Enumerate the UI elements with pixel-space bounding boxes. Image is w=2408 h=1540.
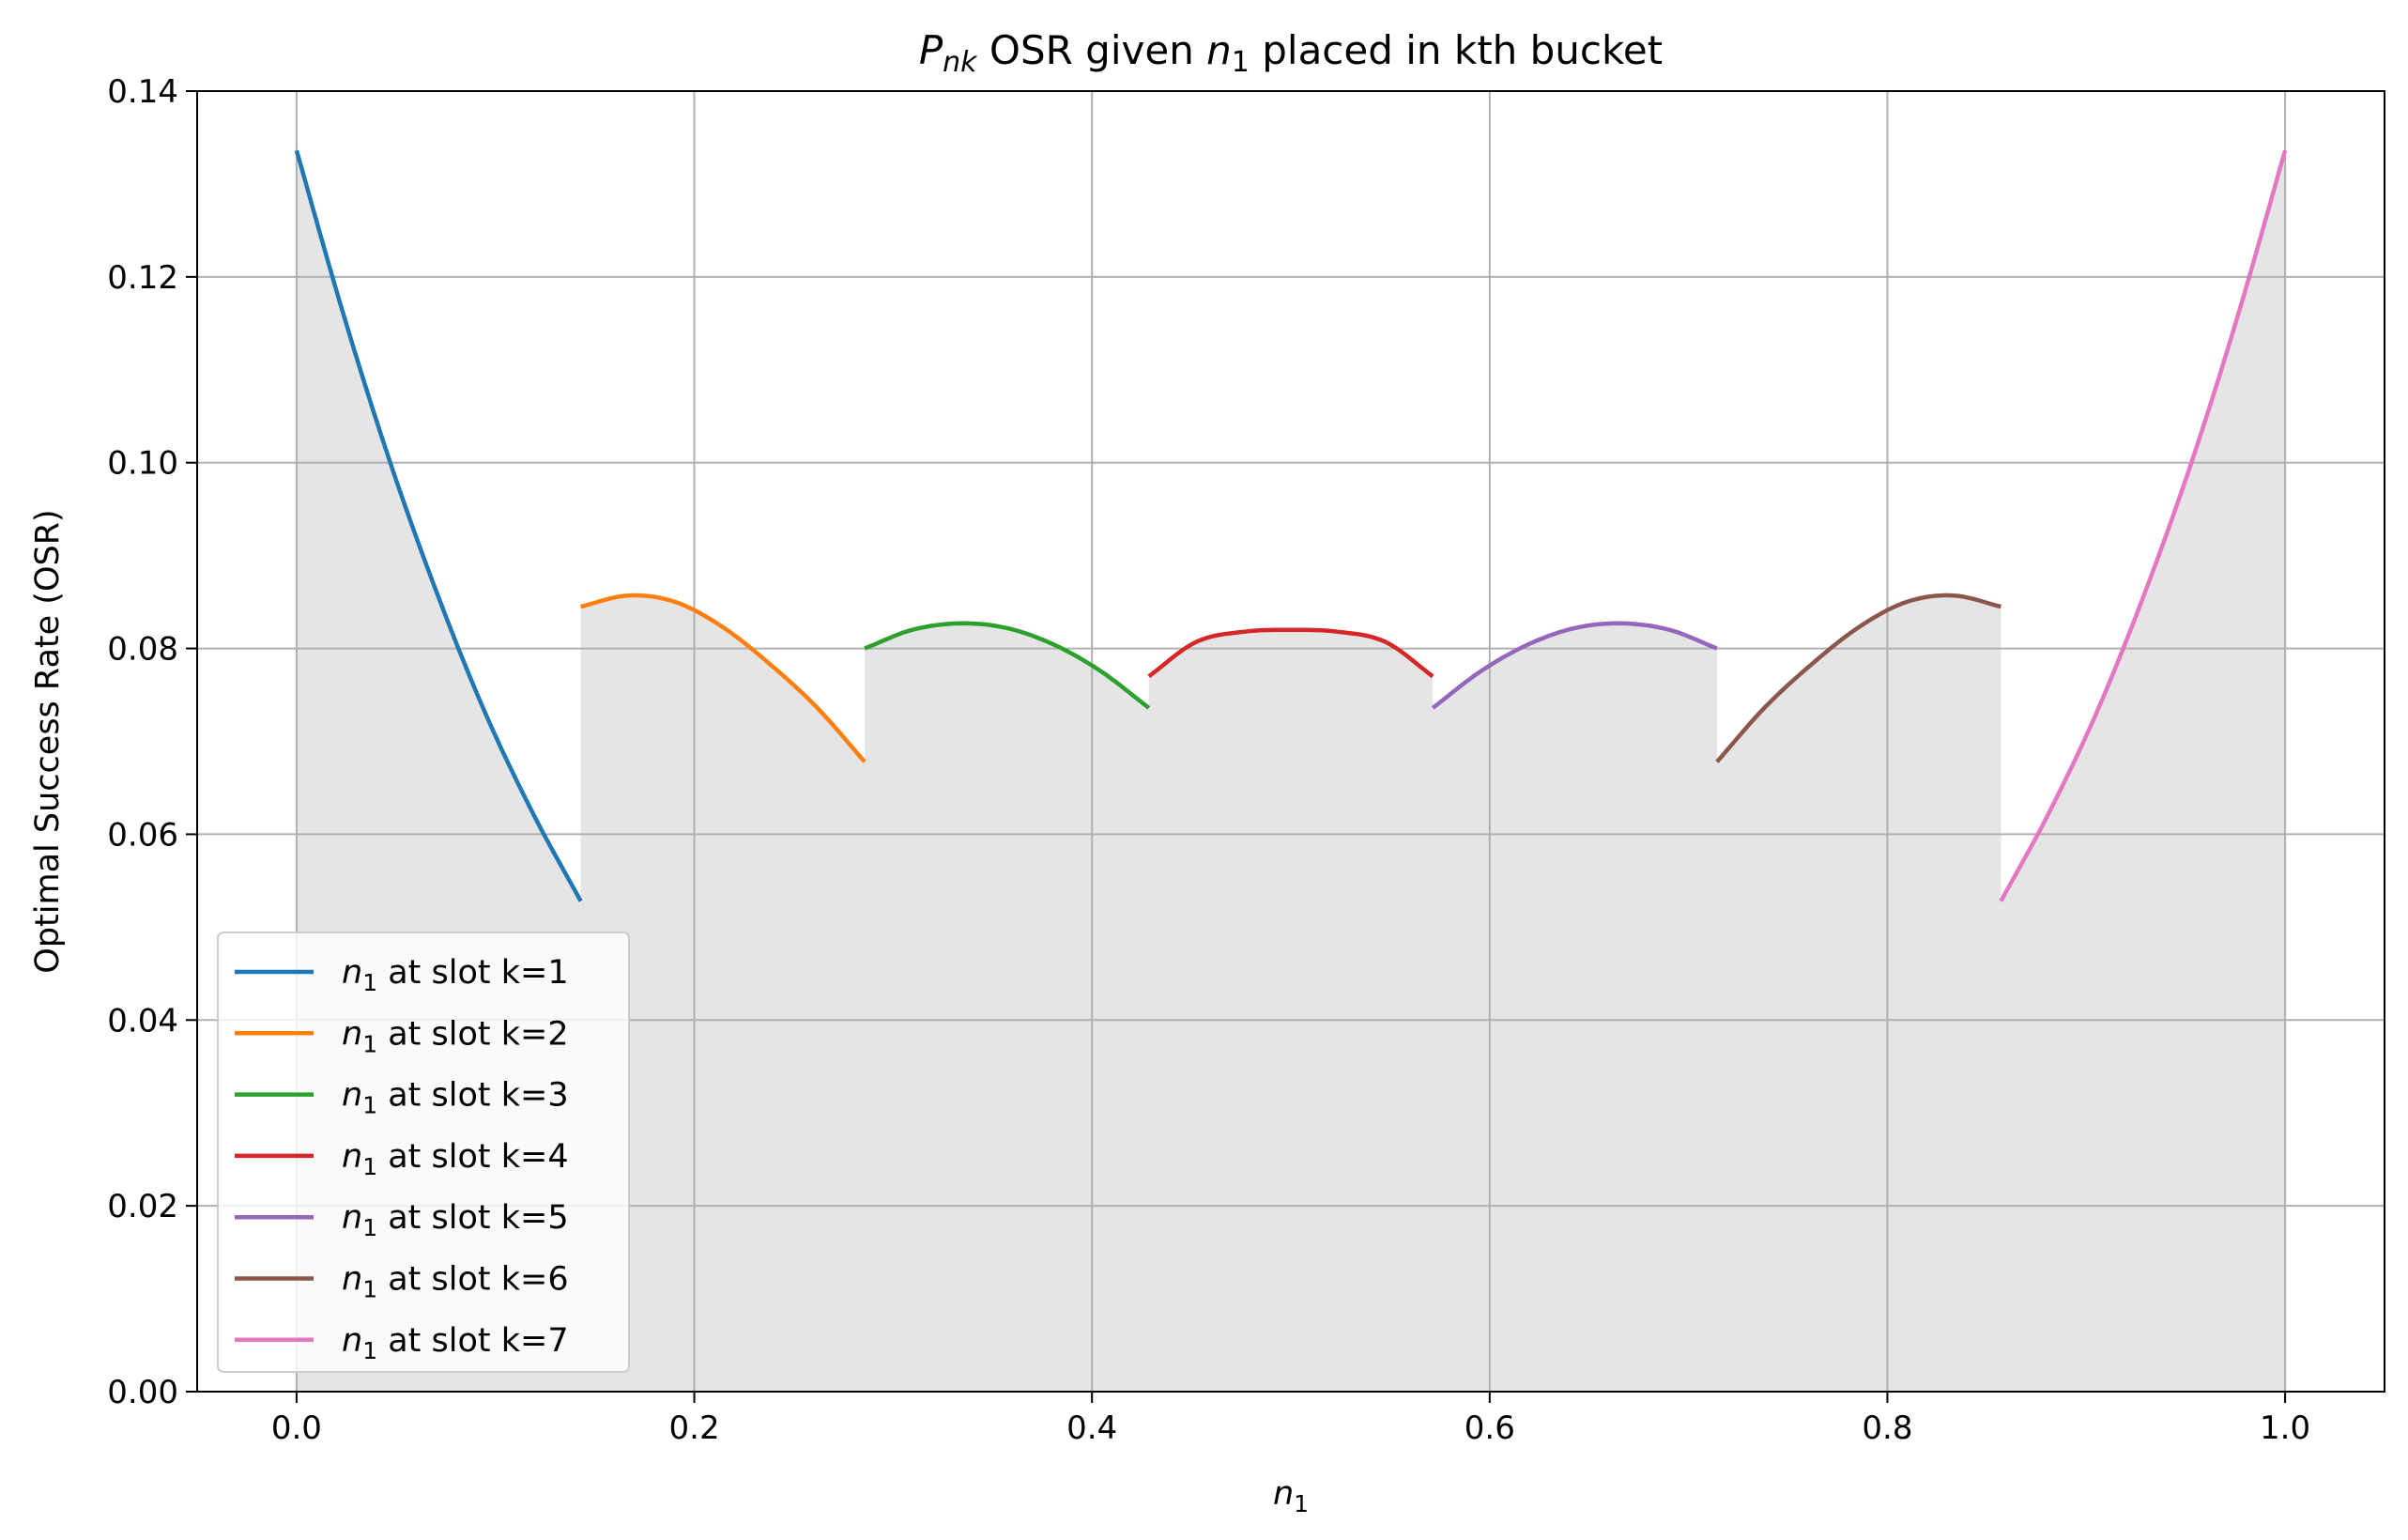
y-tick-label: 0.12	[107, 259, 178, 297]
legend-sub: 1	[362, 1337, 377, 1364]
legend-text: at slot k=5	[377, 1199, 569, 1237]
x-tick-label: 0.4	[1066, 1409, 1117, 1447]
y-tick-label: 0.14	[107, 73, 178, 111]
fill-area-k4	[1148, 629, 1434, 1392]
series-line-k1	[294, 149, 583, 902]
series-line-k3	[864, 621, 1151, 710]
y-tick-label: 0.04	[107, 1002, 178, 1040]
series-line-k4	[1147, 627, 1434, 679]
chart-title: Pnk OSR given n1 placed in kth bucket	[919, 27, 1663, 79]
legend-text: at slot k=3	[377, 1077, 569, 1115]
legend-var: n	[342, 1077, 362, 1115]
legend-label-k3: n1 at slot k=3	[342, 1077, 569, 1119]
legend-text: at slot k=1	[377, 954, 569, 992]
legend-text: at slot k=4	[377, 1138, 569, 1176]
legend-items: n1 at slot k=1n1 at slot k=2n1 at slot k…	[235, 954, 569, 1364]
y-axis-title: Optimal Success Rate (OSR)	[29, 509, 67, 973]
legend-sub: 1	[362, 1092, 377, 1119]
legend-sub: 1	[362, 1214, 377, 1241]
legend-label-k5: n1 at slot k=5	[342, 1199, 569, 1241]
x-axis-sub: 1	[1294, 1490, 1309, 1517]
title-suffix: placed in kth bucket	[1250, 27, 1663, 73]
title-prefix-sub: nk	[943, 46, 978, 79]
legend-label-k1: n1 at slot k=1	[342, 954, 569, 996]
series-layer	[294, 149, 2288, 902]
fill-area-k5	[1433, 623, 1717, 1392]
y-tick-label: 0.00	[107, 1374, 178, 1411]
fill-area-k7	[2001, 150, 2286, 1392]
plot-frame	[196, 90, 2385, 1393]
series-line-k5	[1431, 621, 1718, 710]
x-tick-label: 0.2	[669, 1409, 720, 1447]
fill-area-k2	[580, 595, 866, 1392]
legend-var: n	[342, 954, 362, 992]
legend-label-k7: n1 at slot k=7	[342, 1322, 569, 1364]
series-line-k6	[1715, 593, 2002, 763]
legend-var: n	[342, 1199, 362, 1237]
legend-var: n	[342, 1261, 362, 1299]
fill-area-k3	[865, 623, 1149, 1392]
ticks-layer: 0.0 0.2 0.4 0.6 0.8 1.0 0.00 0.02 0.04 0.06 0.08 0.…	[107, 73, 2310, 1447]
legend-var: n	[342, 1138, 362, 1176]
legend-text: at slot k=2	[377, 1015, 569, 1053]
legend-label-k6: n1 at slot k=6	[342, 1261, 569, 1303]
legend-var: n	[342, 1015, 362, 1053]
legend-label-k2: n1 at slot k=2	[342, 1015, 569, 1057]
legend-sub: 1	[362, 969, 377, 996]
title-var: n	[1206, 27, 1232, 73]
x-tick-label: 0.0	[271, 1409, 322, 1447]
legend-box	[217, 932, 630, 1373]
y-tick-label: 0.08	[107, 631, 178, 669]
series-line-k2	[580, 593, 867, 763]
x-tick-label: 1.0	[2260, 1409, 2310, 1447]
legend: n1 at slot k=1n1 at slot k=2n1 at slot k…	[217, 932, 630, 1373]
x-axis-var: n	[1273, 1475, 1294, 1513]
x-axis-title: n1	[1273, 1475, 1309, 1517]
legend-sub: 1	[362, 1153, 377, 1180]
y-tick-label: 0.02	[107, 1188, 178, 1225]
y-tick-label: 0.10	[107, 445, 178, 483]
legend-label-k4: n1 at slot k=4	[342, 1138, 569, 1180]
legend-var: n	[342, 1322, 362, 1360]
legend-sub: 1	[362, 1030, 377, 1057]
y-tick-label: 0.06	[107, 816, 178, 854]
series-line-k7	[1999, 149, 2288, 902]
title-var-sub: 1	[1232, 46, 1250, 79]
x-tick-label: 0.6	[1465, 1409, 1515, 1447]
legend-text: at slot k=6	[377, 1261, 569, 1299]
fill-area-k6	[1716, 595, 2002, 1392]
legend-sub: 1	[362, 1276, 377, 1303]
title-mid: OSR given	[977, 27, 1207, 73]
legend-text: at slot k=7	[377, 1322, 569, 1360]
x-tick-label: 0.8	[1862, 1409, 1912, 1447]
title-prefix: P	[919, 27, 943, 73]
